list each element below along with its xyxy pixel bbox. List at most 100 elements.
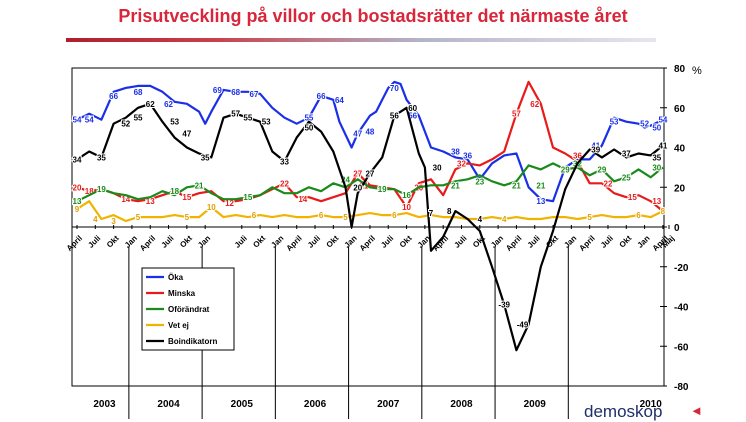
- data-label: 48: [365, 128, 374, 137]
- x-tick-label: Okt: [178, 233, 194, 249]
- x-tick-label: Juli: [379, 234, 395, 250]
- data-label: 57: [512, 110, 521, 119]
- data-label: 36: [463, 151, 472, 160]
- x-tick-label: April: [358, 234, 377, 253]
- y-tick-label: 20: [674, 183, 686, 194]
- data-label: 12: [225, 199, 234, 208]
- data-label: 25: [622, 173, 631, 182]
- data-label: 20: [73, 183, 82, 192]
- data-label: 69: [213, 86, 222, 95]
- x-tick-label: Okt: [251, 233, 267, 249]
- data-label: 32: [457, 159, 466, 168]
- data-label: 30: [652, 163, 661, 172]
- data-label: 57: [231, 110, 240, 119]
- x-tick-label: Jan: [489, 234, 505, 250]
- x-tick-label: April: [138, 234, 157, 253]
- year-label: 2007: [377, 399, 400, 410]
- year-label: 2009: [524, 399, 547, 410]
- x-tick-label: April: [504, 234, 523, 253]
- series-line: [76, 102, 664, 352]
- data-label: 21: [536, 181, 545, 190]
- y-tick-label: 0: [674, 223, 680, 234]
- year-label: 2006: [304, 399, 327, 410]
- y-tick-label: 80: [674, 64, 686, 75]
- data-label: 66: [109, 92, 118, 101]
- y-tick-label: 60: [674, 104, 686, 115]
- x-tick-label: Okt: [398, 233, 414, 249]
- data-label: 33: [280, 157, 289, 166]
- data-label: 24: [341, 175, 350, 184]
- legend-label: Vet ej: [168, 321, 189, 330]
- year-label: 2005: [231, 399, 254, 410]
- year-label: 2004: [157, 399, 180, 410]
- data-label: 62: [146, 100, 155, 109]
- data-label: 29: [597, 165, 606, 174]
- x-tick-label: Okt: [105, 233, 121, 249]
- series-line: [76, 162, 664, 203]
- x-tick-label: Juli: [526, 234, 542, 250]
- data-label: 50: [304, 124, 313, 133]
- data-label: 13: [73, 197, 82, 206]
- data-label: 35: [652, 153, 661, 162]
- data-label: 20: [353, 183, 362, 192]
- data-label: 8: [447, 207, 452, 216]
- data-label: 54: [658, 116, 667, 125]
- data-label: 36: [573, 151, 582, 160]
- data-label: 38: [451, 147, 460, 156]
- data-label: 21: [195, 181, 204, 190]
- data-label: -39: [498, 301, 510, 310]
- data-label: 9: [75, 205, 80, 214]
- data-label: 50: [652, 124, 661, 133]
- chart-title: Prisutveckling på villor och bostadsrätt…: [118, 6, 628, 26]
- data-label: 67: [250, 90, 259, 99]
- data-label: 13: [652, 197, 661, 206]
- data-label: 66: [317, 92, 326, 101]
- x-tick-label: April: [431, 234, 450, 253]
- data-label: 22: [280, 179, 289, 188]
- data-label: 3: [111, 217, 116, 226]
- data-label: 7: [429, 209, 434, 218]
- data-label: 47: [182, 130, 191, 139]
- x-tick-label: Juli: [233, 234, 249, 250]
- data-label: 70: [390, 84, 399, 93]
- x-tick-label: Juli: [86, 234, 102, 250]
- data-label: 41: [591, 142, 600, 151]
- data-label: 5: [136, 213, 141, 222]
- y-tick-label: -80: [674, 382, 689, 393]
- x-tick-label: Jan: [562, 234, 578, 250]
- title-underline: [66, 38, 656, 42]
- data-label: 35: [97, 153, 106, 162]
- data-label: 27: [353, 169, 362, 178]
- series-line: [76, 80, 664, 212]
- data-label: 47: [353, 130, 362, 139]
- data-label: 14: [298, 195, 307, 204]
- x-tick-label: Okt: [325, 233, 341, 249]
- data-label: 52: [640, 120, 649, 129]
- data-label: 30: [433, 163, 442, 172]
- data-label: 23: [475, 177, 484, 186]
- data-label: 41: [658, 142, 667, 151]
- x-tick-label: Juli: [599, 234, 615, 250]
- data-label: 4: [478, 215, 483, 224]
- data-label: 6: [636, 211, 641, 220]
- y-tick-label: 40: [674, 144, 686, 155]
- data-label: 55: [304, 114, 313, 123]
- data-label: 19: [97, 185, 106, 194]
- x-tick-label: April: [65, 234, 84, 253]
- year-label: 2008: [450, 399, 473, 410]
- data-label: 54: [73, 116, 82, 125]
- year-label: 2003: [93, 399, 116, 410]
- data-label: 21: [512, 181, 521, 190]
- data-label: 13: [536, 197, 545, 206]
- data-label: 21: [451, 181, 460, 190]
- data-label: 37: [622, 149, 631, 158]
- data-label: 21: [359, 181, 368, 190]
- x-tick-label: Jan: [269, 234, 285, 250]
- y-tick-label: -60: [674, 342, 689, 353]
- data-label: 22: [604, 179, 613, 188]
- data-label: 5: [343, 213, 348, 222]
- data-label: 19: [378, 185, 387, 194]
- data-label: 15: [628, 193, 637, 202]
- year-label: 2010: [640, 399, 663, 410]
